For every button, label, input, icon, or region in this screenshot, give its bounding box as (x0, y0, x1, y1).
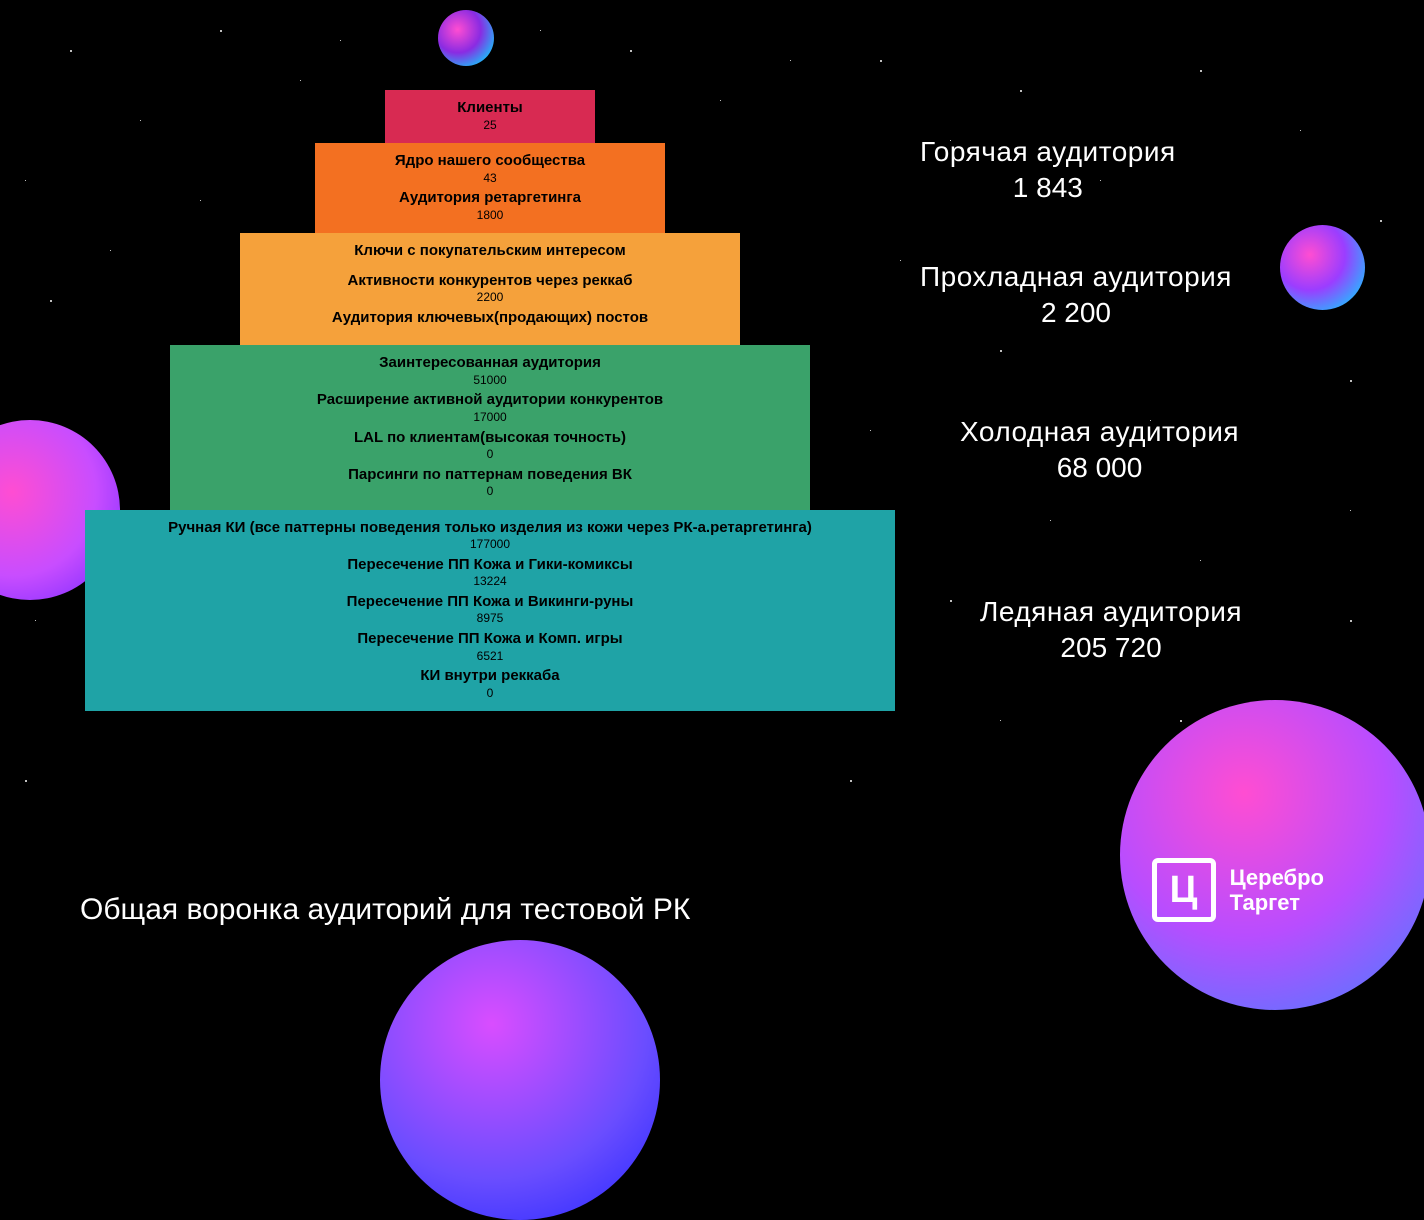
star (900, 260, 901, 261)
star (540, 30, 541, 31)
star (950, 600, 952, 602)
side-label-2: Холодная аудитория68 000 (960, 415, 1239, 484)
tier-1-item-0-label: Ядро нашего сообщества (315, 151, 665, 171)
tier-2-item-1-value: 2200 (240, 290, 740, 306)
orb (1120, 700, 1424, 1010)
star (70, 50, 72, 52)
tier-3-item-0-value: 51000 (170, 373, 810, 389)
star (340, 40, 341, 41)
tier-4-item-1-label: Пересечение ПП Кожа и Гики-комиксы (85, 555, 895, 575)
star (790, 60, 791, 61)
logo-line1: Церебро (1230, 865, 1324, 890)
funnel-tier-0: Клиенты25 (385, 90, 595, 143)
logo-mark: Ц (1152, 858, 1216, 922)
tier-4-item-4-label: КИ внутри реккаба (85, 666, 895, 686)
tier-3-item-3-label: Парсинги по паттернам поведения ВК (170, 465, 810, 485)
star (880, 60, 882, 62)
tier-1-item-1-label: Аудитория ретаргетинга (315, 188, 665, 208)
star (1020, 90, 1022, 92)
side-label-1: Прохладная аудитория2 200 (920, 260, 1232, 329)
side-label-0-value: 1 843 (920, 171, 1176, 205)
orb (438, 10, 494, 66)
tier-2-item-2-label: Аудитория ключевых(продающих) постов (240, 308, 740, 328)
star (1350, 510, 1351, 511)
tier-4-item-0-label: Ручная КИ (все паттерны поведения только… (85, 518, 895, 538)
tier-4-item-4-value: 0 (85, 686, 895, 702)
tier-3-item-2-value: 0 (170, 447, 810, 463)
tier-4-item-2-value: 8975 (85, 611, 895, 627)
star (1350, 380, 1352, 382)
tier-4-item-0-value: 177000 (85, 537, 895, 553)
orb (1280, 225, 1365, 310)
tier-4-item-2-label: Пересечение ПП Кожа и Викинги-руны (85, 592, 895, 612)
side-label-2-value: 68 000 (960, 451, 1239, 485)
side-label-3-value: 205 720 (980, 631, 1242, 665)
side-label-3-title: Ледяная аудитория (980, 595, 1242, 629)
star (1050, 520, 1051, 521)
tier-0-item-0-value: 25 (385, 118, 595, 134)
side-label-1-title: Прохладная аудитория (920, 260, 1232, 294)
logo-line2: Таргет (1230, 890, 1324, 915)
funnel-tier-4: Ручная КИ (все паттерны поведения только… (85, 510, 895, 711)
star (1200, 70, 1202, 72)
star (300, 80, 301, 81)
tier-3-item-2-label: LAL по клиентам(высокая точность) (170, 428, 810, 448)
tier-2-item-1-label: Активности конкурентов через реккаб (240, 271, 740, 291)
tier-3-item-1-value: 17000 (170, 410, 810, 426)
side-label-3: Ледяная аудитория205 720 (980, 595, 1242, 664)
side-label-1-value: 2 200 (920, 296, 1232, 330)
side-label-0: Горячая аудитория1 843 (920, 135, 1176, 204)
tier-3-item-0-label: Заинтересованная аудитория (170, 353, 810, 373)
star (1380, 220, 1382, 222)
tier-4-item-3-label: Пересечение ПП Кожа и Комп. игры (85, 629, 895, 649)
funnel-tier-2: Ключи с покупательским интересом Активнос… (240, 233, 740, 345)
logo-text: Церебро Таргет (1230, 865, 1324, 916)
star (850, 780, 852, 782)
tier-3-item-3-value: 0 (170, 484, 810, 500)
tier-0-item-0-label: Клиенты (385, 98, 595, 118)
star (1000, 720, 1001, 721)
caption: Общая воронка аудиторий для тестовой РК (80, 893, 690, 927)
star (1200, 560, 1201, 561)
tier-1-item-0-value: 43 (315, 171, 665, 187)
tier-1-item-1-value: 1800 (315, 208, 665, 224)
star (25, 180, 26, 181)
star (1180, 720, 1182, 722)
star (630, 50, 632, 52)
tier-3-item-1-label: Расширение активной аудитории конкуренто… (170, 390, 810, 410)
logo: Ц Церебро Таргет (1152, 858, 1324, 922)
star (35, 620, 36, 621)
funnel-tier-3: Заинтересованная аудитория51000Расширени… (170, 345, 810, 509)
star (220, 30, 222, 32)
star (1000, 350, 1002, 352)
star (1350, 620, 1352, 622)
tier-2-item-0-label: Ключи с покупательским интересом (240, 241, 740, 261)
side-label-2-title: Холодная аудитория (960, 415, 1239, 449)
funnel-chart: Клиенты25Ядро нашего сообщества43Аудитор… (80, 90, 900, 711)
tier-4-item-1-value: 13224 (85, 574, 895, 590)
orb (380, 940, 660, 1220)
star (25, 780, 27, 782)
funnel-tier-1: Ядро нашего сообщества43Аудитория ретарг… (315, 143, 665, 233)
tier-4-item-3-value: 6521 (85, 649, 895, 665)
star (50, 300, 52, 302)
star (1300, 130, 1301, 131)
side-label-0-title: Горячая аудитория (920, 135, 1176, 169)
